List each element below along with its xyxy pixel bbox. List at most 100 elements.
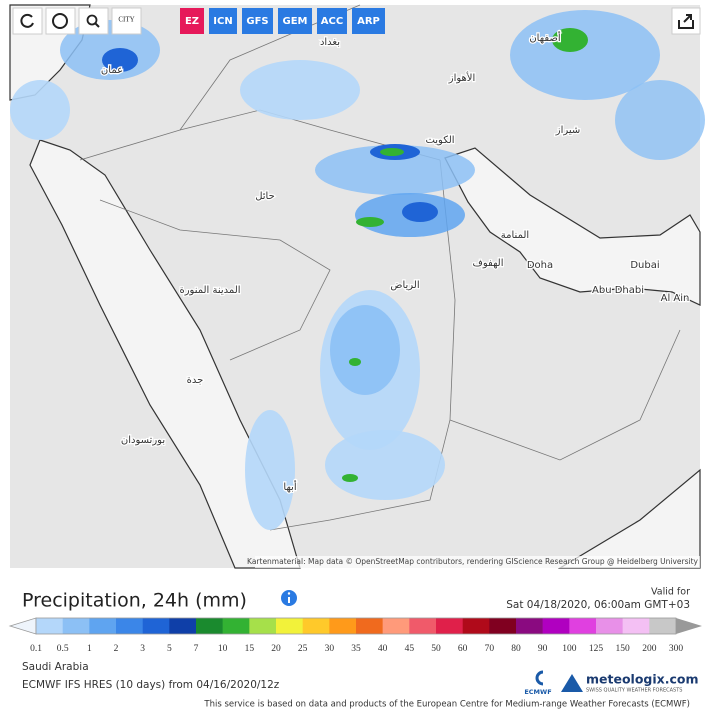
scale-label: 2 (114, 644, 119, 654)
city-label: شيراز (555, 125, 581, 136)
globe-button[interactable] (45, 7, 76, 35)
city-label: بورتسودان (121, 435, 165, 446)
city-label: Abu Dhabi (592, 285, 644, 296)
scale-label: 150 (616, 644, 631, 654)
scale-swatch (142, 618, 170, 634)
color-scale: 0.1 0.5 1 2 3 5 7 10 15 20 25 30 35 40 45 50 60 70 80 90 100… (8, 617, 702, 654)
scale-label: 200 (642, 644, 657, 654)
scale-swatch (302, 618, 330, 634)
scale-swatch (329, 618, 357, 634)
scale-label: 40 (378, 644, 388, 654)
city-label: بغداد (320, 37, 340, 48)
scale-swatch (196, 618, 223, 634)
city-label: عمان (101, 65, 123, 76)
scale-swatch (622, 618, 650, 634)
model-button-label: ACC (321, 16, 343, 27)
scale-swatch (436, 618, 463, 634)
city-label: الهفوف (472, 258, 503, 269)
scale-swatch (36, 618, 63, 634)
scale-swatch (169, 618, 197, 634)
globe-icon (52, 13, 68, 29)
model-buttons: EZ ICN GFS GEM ACC ARP (180, 8, 385, 34)
meteologix-logo (561, 674, 583, 692)
toolbar: CITY EZ ICN GFS GEM ACC ARP (12, 7, 701, 35)
scale-swatch (116, 618, 143, 634)
city-label: الرياض (390, 280, 419, 291)
scale-swatch (569, 618, 597, 634)
city-label: Al Ain (661, 293, 690, 304)
tagline: SWISS QUALITY WEATHER FORECASTS (586, 688, 682, 694)
scale-swatch (249, 618, 277, 634)
refresh-icon (20, 13, 34, 28)
city-label: المدينة المنورة (179, 285, 240, 296)
zoom-button[interactable] (78, 7, 109, 35)
attribution: Kartenmaterial: Map data © OpenStreetMap… (247, 557, 699, 566)
model-button[interactable] (317, 8, 347, 34)
model-button[interactable] (180, 8, 204, 34)
valid-time: Sat 04/18/2020, 06:00am GMT+03 (506, 599, 690, 611)
scale-label: 0.5 (57, 644, 69, 654)
scale-label: 1 (87, 644, 92, 654)
city-button[interactable] (111, 7, 142, 35)
city-label: جدة (187, 375, 204, 386)
scale-swatch (596, 618, 623, 634)
ecmwf-label: ECMWF (524, 688, 551, 696)
scale-label: 25 (298, 644, 308, 654)
city-label: Dubai (630, 260, 659, 271)
brand: meteologix.com (586, 672, 698, 687)
scale-label: 30 (325, 644, 335, 654)
scale-outline (35, 617, 677, 635)
scale-label: 15 (245, 644, 255, 654)
city-labels: أصفهان الأهواز شيراز الكويت حائل المنامة… (100, 30, 691, 495)
city-label: Doha (527, 260, 553, 271)
scale-swatch (276, 618, 303, 634)
map[interactable]: أصفهان الأهواز شيراز الكويت حائل المنامة… (9, 4, 705, 569)
scale-label: 100 (562, 644, 577, 654)
model-button-label: GFS (246, 16, 268, 27)
legend-title: Precipitation, 24h (mm) (22, 590, 247, 612)
scale-label: 3 (140, 644, 145, 654)
model-button[interactable] (278, 8, 312, 34)
model-info: ECMWF IFS HRES (10 days) from 04/16/2020… (22, 679, 280, 691)
scale-label: 80 (511, 644, 521, 654)
city-label: الكويت (425, 135, 454, 146)
sea (444, 147, 701, 306)
city-label: أبها (283, 480, 296, 493)
scale-label: 300 (669, 644, 684, 654)
scale-label: 20 (271, 644, 281, 654)
scale-label: 5 (167, 644, 172, 654)
scale-swatch (489, 618, 517, 634)
model-button-label: ICN (213, 16, 232, 27)
scale-swatch (356, 618, 383, 634)
scale-swatch (62, 618, 90, 634)
scale-label: 10 (218, 644, 228, 654)
zoom-icon (94, 22, 100, 28)
city-label: المنامة (501, 230, 529, 241)
scale-label: 7 (194, 644, 199, 654)
footer: This service is based on data and produc… (203, 700, 690, 710)
refresh-button[interactable] (12, 7, 43, 35)
city-label: أصفهان (529, 31, 561, 44)
ecmwf-logo (535, 670, 544, 686)
scale-label: 60 (458, 644, 468, 654)
scale-swatch (516, 618, 543, 634)
model-button[interactable] (352, 8, 385, 34)
scale-swatch (542, 618, 570, 634)
city-label: الأهواز (448, 71, 476, 84)
scale-swatch (462, 618, 490, 634)
scale-swatch (409, 618, 437, 634)
model-button[interactable] (209, 8, 237, 34)
model-button-label: ARP (357, 16, 380, 27)
model-button-label: GEM (283, 16, 308, 27)
scale-label: 50 (431, 644, 441, 654)
scale-label: 70 (485, 644, 495, 654)
model-button-label: EZ (185, 16, 199, 27)
city-label: حائل (255, 191, 275, 202)
scale-arrow-right (676, 618, 702, 634)
model-button[interactable] (242, 8, 273, 34)
scale-label: 125 (589, 644, 604, 654)
scale-swatch (89, 618, 117, 634)
region: Saudi Arabia (22, 661, 89, 673)
city-button-label: CITY (118, 16, 134, 24)
